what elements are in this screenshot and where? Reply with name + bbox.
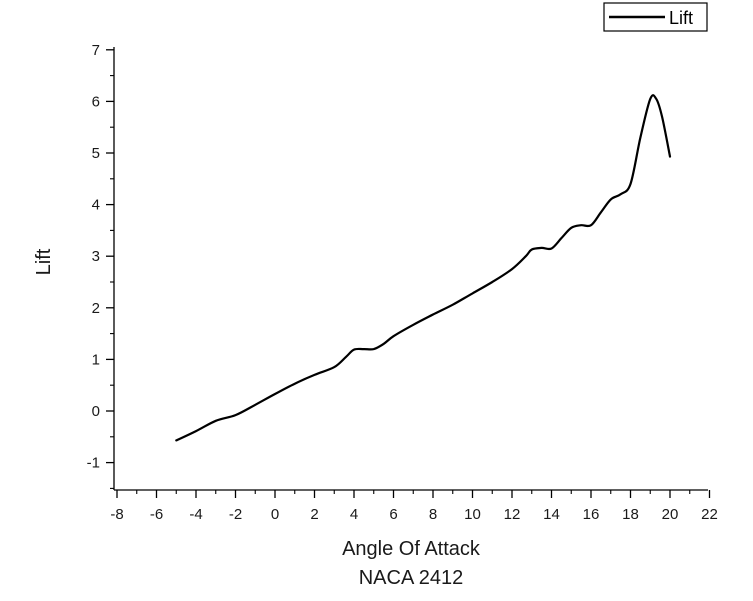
y-ticks: -1 0 1 2 3 4 5 6 7 bbox=[87, 42, 114, 489]
x-tick-label: 6 bbox=[389, 506, 397, 523]
x-tick-label: 20 bbox=[662, 506, 679, 523]
y-tick-label: -1 bbox=[87, 455, 100, 472]
y-tick-label: 3 bbox=[92, 248, 100, 265]
x-tick-label: 8 bbox=[429, 506, 437, 523]
x-axis-title: Angle Of Attack bbox=[342, 538, 481, 560]
y-tick-label: 1 bbox=[92, 351, 100, 368]
x-tick-label: 22 bbox=[701, 506, 718, 523]
x-tick-label: 2 bbox=[310, 506, 318, 523]
x-axis-subtitle: NACA 2412 bbox=[359, 567, 464, 589]
x-ticks: -8 -6 -4 -2 0 2 4 6 8 10 12 14 16 18 20 22 bbox=[110, 490, 718, 523]
x-tick-label: -4 bbox=[189, 506, 202, 523]
y-tick-label: 2 bbox=[92, 300, 100, 317]
legend-label-lift: Lift bbox=[669, 8, 693, 28]
lift-series-line bbox=[175, 94, 672, 442]
x-tick-label: -6 bbox=[150, 506, 163, 523]
x-tick-label: 10 bbox=[464, 506, 481, 523]
y-tick-label: 5 bbox=[92, 145, 100, 162]
legend: Lift bbox=[603, 2, 708, 32]
y-tick-label: 4 bbox=[92, 197, 100, 214]
y-axis-title: Lift bbox=[33, 248, 55, 275]
x-tick-label: 16 bbox=[583, 506, 600, 523]
y-tick-label: 7 bbox=[92, 42, 100, 59]
x-tick-label: 14 bbox=[543, 506, 560, 523]
x-tick-label: 4 bbox=[350, 506, 358, 523]
x-tick-label: 12 bbox=[504, 506, 521, 523]
x-tick-label: 0 bbox=[271, 506, 279, 523]
x-tick-label: -2 bbox=[229, 506, 242, 523]
x-tick-label: 18 bbox=[622, 506, 639, 523]
x-tick-label: -8 bbox=[110, 506, 123, 523]
y-tick-label: 0 bbox=[92, 403, 100, 420]
y-tick-label: 6 bbox=[92, 93, 100, 110]
